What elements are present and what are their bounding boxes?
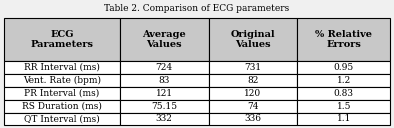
Text: Table 2. Comparison of ECG parameters: Table 2. Comparison of ECG parameters xyxy=(104,4,290,13)
